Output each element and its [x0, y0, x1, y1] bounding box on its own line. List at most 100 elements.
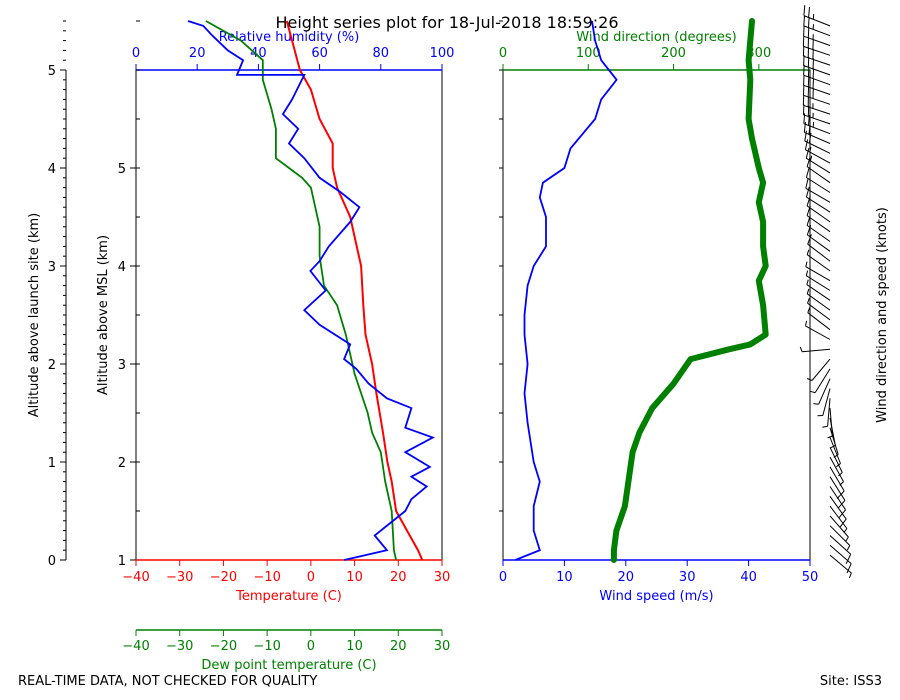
- dewpoint-tick-label: −40: [122, 639, 149, 654]
- dewpoint-tick-label: −20: [210, 639, 237, 654]
- wind-barb-staff: [804, 131, 831, 144]
- wind-barb-flag: [808, 7, 810, 18]
- launch-axis-tick-label: 1: [48, 456, 56, 471]
- temp-tick-label: −10: [253, 570, 280, 585]
- msl-axis-tick-label: 1: [118, 554, 126, 569]
- dewpoint-tick-label: 20: [390, 639, 407, 654]
- wind-barb-half-flag: [805, 270, 809, 276]
- wind-barb-staff: [829, 447, 843, 473]
- wind-barb-staff: [803, 104, 831, 115]
- wind-barb-flag: [808, 17, 810, 28]
- wind-barb-half-flag: [806, 288, 810, 294]
- wind-barb-staff: [818, 378, 831, 405]
- msl-axis-tick-label: 4: [118, 260, 126, 275]
- wind-speed-line: [514, 20, 618, 561]
- site-label: Site: ISS3: [819, 674, 882, 689]
- wind-barb-flag: [803, 15, 805, 26]
- wind-barb-flag: [803, 5, 806, 16]
- dewpoint-tick-label: −10: [253, 639, 280, 654]
- wind-barb-flag: [812, 78, 814, 89]
- launch-axis-tick-label: 0: [48, 554, 56, 569]
- wspd-tick-label: 10: [556, 570, 573, 585]
- dewpoint-line: [205, 20, 397, 561]
- wind-barb-half-flag: [809, 146, 812, 153]
- wind-barb-half-flag: [836, 463, 841, 468]
- wind-barb-staff: [803, 35, 831, 46]
- wind-barb-half-flag: [807, 298, 810, 304]
- wind-barb-staff: [803, 45, 831, 56]
- wspd-tick-label: 20: [618, 570, 635, 585]
- quality-note: REAL-TIME DATA, NOT CHECKED FOR QUALITY: [18, 674, 318, 689]
- wind-barb-half-flag: [845, 536, 849, 542]
- wind-barb-flag: [804, 130, 807, 142]
- wind-barb-flag: [807, 27, 810, 38]
- wind-panel: 0 10 20 30 40 50 Wind speed (m/s) 0 100 200 300 Win…: [499, 18, 818, 604]
- temp-tick-label: 20: [390, 570, 407, 585]
- wind-barb-half-flag: [806, 279, 809, 285]
- wind-barb-staff: [811, 358, 831, 381]
- wind-barb-staff: [829, 476, 846, 501]
- msl-axis-tick-label: 2: [118, 456, 126, 471]
- wspd-tick-label: 30: [679, 570, 696, 585]
- wind-barb-flag: [803, 64, 805, 76]
- rh-tick-label: 0: [132, 46, 140, 61]
- wind-barb-flag: [836, 490, 845, 500]
- wind-barb-flag: [807, 66, 810, 77]
- wind-barb-half-flag: [799, 346, 803, 352]
- wind-barb-staff: [803, 114, 831, 125]
- wind-barb-staff: [814, 368, 831, 393]
- humidity-line: [187, 20, 436, 561]
- wind-barb-flag: [804, 139, 809, 150]
- wind-barb-flag: [805, 147, 810, 159]
- wind-barb-staff: [829, 437, 841, 464]
- wind-barb-staff: [806, 293, 831, 311]
- wind-barb-flag: [812, 58, 814, 69]
- wind-barb-staff: [806, 275, 831, 291]
- wind-barb-flag: [805, 186, 810, 198]
- wind-barb-staff: [805, 325, 831, 340]
- wind-barb-staff: [803, 55, 831, 66]
- temp-tick-label: 0: [307, 570, 315, 585]
- wind-barb-staff: [822, 388, 831, 416]
- wdir-axis-label: Wind direction (degrees): [576, 30, 736, 45]
- wind-barb-staff: [829, 408, 833, 437]
- launch-axis-tick-label: 5: [48, 64, 56, 79]
- wind-barb-staff: [829, 535, 852, 555]
- wind-barb-half-flag: [839, 481, 844, 486]
- wind-barb-staff: [806, 196, 831, 213]
- wind-barb-flag: [803, 25, 805, 37]
- temp-axis-label: Temperature (C): [235, 589, 342, 604]
- wspd-tick-label: 0: [499, 570, 507, 585]
- wdir-tick-label: 300: [746, 46, 771, 61]
- rh-tick-label: 80: [373, 46, 390, 61]
- wind-barb-staff: [829, 525, 851, 546]
- wind-barb-half-flag: [809, 390, 816, 394]
- rh-tick-label: 60: [311, 46, 328, 61]
- wdir-tick-label: 100: [576, 46, 601, 61]
- temperature-line: [285, 20, 424, 561]
- wind-barb-flag: [807, 76, 810, 87]
- barb-axis-label: Wind direction and speed (knots): [875, 207, 890, 423]
- dewpoint-tick-label: −30: [166, 639, 193, 654]
- wind-barb-staff: [806, 215, 831, 233]
- wind-barb-staff: [829, 505, 848, 529]
- wind-barb-half-flag: [806, 249, 810, 255]
- wind-barb-staff: [829, 515, 849, 538]
- temp-tick-label: −40: [122, 570, 149, 585]
- launch-axis-label: Altitude above launch site (km): [27, 213, 42, 417]
- wind-barb-half-flag: [822, 425, 828, 428]
- wind-barb-staff: [807, 234, 831, 252]
- wind-barb-staff: [829, 466, 845, 492]
- thermo-panel: 0 1 2 3 4 5 Altitude above launch site (km) 1 2 3…: [27, 20, 454, 673]
- wind-barb-half-flag: [809, 155, 813, 161]
- wind-direction-line: [610, 18, 769, 563]
- wdir-tick-label: 0: [499, 46, 507, 61]
- wind-barb-half-flag: [833, 454, 839, 458]
- wspd-axis-label: Wind speed (m/s): [599, 589, 713, 604]
- wind-barb-half-flag: [830, 444, 836, 449]
- wind-barbs: Wind direction and speed (knots): [799, 5, 890, 579]
- dewpoint-tick-label: 0: [307, 639, 315, 654]
- launch-axis-tick-label: 4: [48, 162, 56, 177]
- msl-axis-label: Altitude above MSL (km): [96, 235, 111, 395]
